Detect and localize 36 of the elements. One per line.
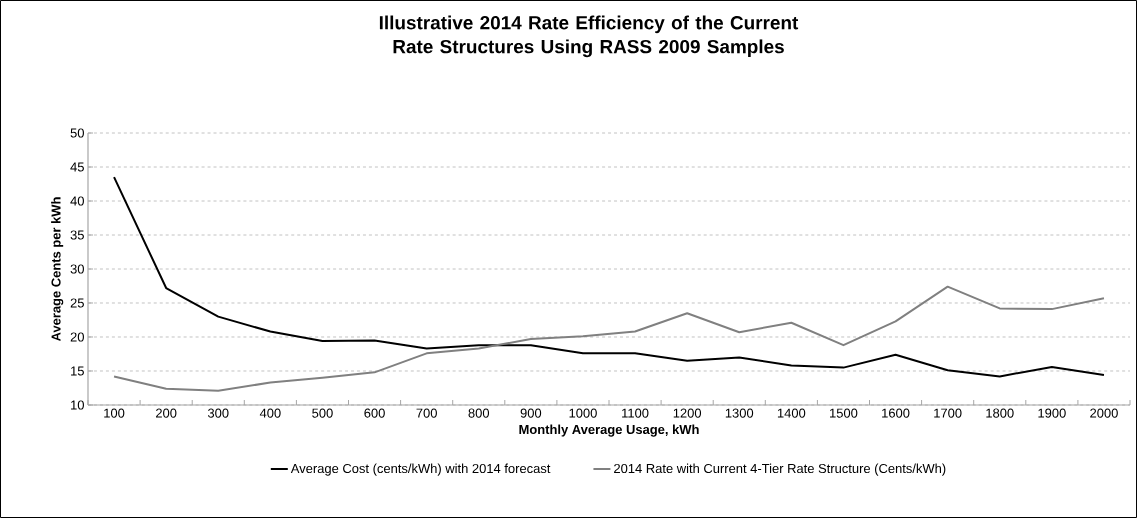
x-tick-label: 400 (259, 408, 281, 418)
x-tick-label: 1700 (934, 408, 962, 418)
x-tick-label: 1800 (986, 408, 1014, 418)
x-tick-label: 1000 (569, 408, 597, 418)
y-tick-label: 35 (70, 230, 84, 240)
x-tick-label: 500 (312, 408, 333, 418)
y-tick-label: 20 (70, 332, 84, 342)
line-series (113, 176, 1105, 378)
x-tick-label: 2000 (1090, 408, 1118, 418)
y-axis-title: Average Cents per kWh (51, 197, 64, 342)
y-tick-label: 25 (70, 298, 84, 308)
x-tick-label: 300 (207, 408, 229, 418)
y-tick-label: 50 (70, 128, 84, 138)
y-tick-label: 10 (71, 400, 84, 410)
x-axis-title: Monthly Average Usage, kWh (519, 424, 699, 437)
x-tick-label: 1500 (830, 408, 858, 418)
x-tick-label: 700 (416, 408, 437, 418)
y-tick-label: 45 (70, 162, 84, 172)
legend-label: Average Cost (cents/kWh) with 2014 forecast (290, 463, 551, 476)
x-tick-label: 600 (364, 408, 385, 418)
x-tick-label: 1100 (622, 408, 649, 418)
x-tick-label: 900 (520, 408, 542, 418)
x-tick-label: 100 (104, 408, 125, 418)
x-tick-label: 200 (156, 408, 177, 418)
x-tick-label: 1600 (882, 408, 910, 418)
x-tick-label: 800 (468, 408, 490, 418)
y-tick-label: 30 (70, 264, 84, 274)
line-series (113, 285, 1105, 392)
y-tick-label: 15 (71, 366, 84, 376)
x-tick-label: 1300 (725, 408, 754, 418)
legend-label: 2014 Rate with Current 4-Tier Rate Structure (Cents/kWh) (614, 463, 946, 476)
x-tick-label: 1400 (777, 408, 806, 418)
x-tick-label: 1900 (1038, 408, 1066, 418)
chart-title: Illustrative 2014 Rate Efficiency of the Current Rate Structures Using RASS 2009 Samples (379, 15, 799, 58)
y-tick-label: 40 (70, 196, 84, 206)
x-tick-label: 1200 (673, 408, 702, 418)
